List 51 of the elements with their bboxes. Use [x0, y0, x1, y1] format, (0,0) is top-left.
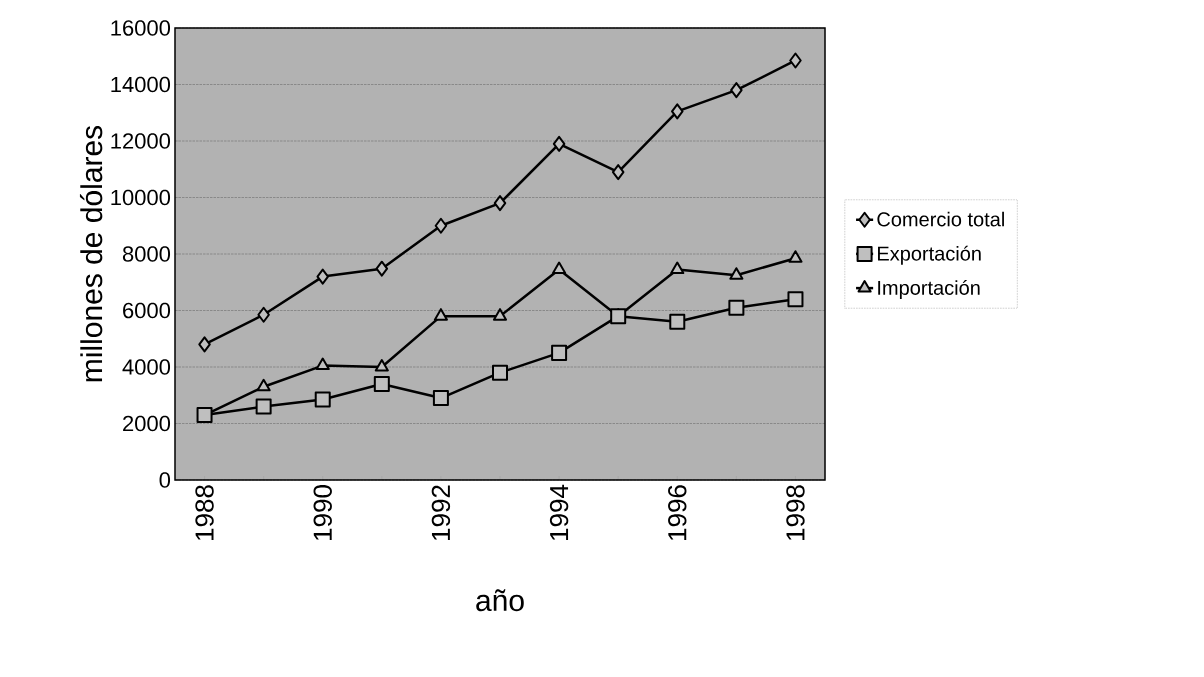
point [610, 308, 627, 325]
point [315, 357, 330, 371]
point [493, 195, 507, 212]
point [373, 375, 390, 392]
point [788, 250, 803, 263]
point [257, 306, 270, 323]
point [255, 398, 272, 415]
point [375, 260, 389, 277]
y-tick-label: 2000 [123, 415, 171, 432]
x-tick-label: 1998 [786, 485, 805, 540]
point [669, 313, 686, 330]
point [432, 390, 449, 407]
point [196, 407, 213, 424]
y-tick-label: 14000 [111, 76, 171, 93]
point [256, 378, 271, 392]
point [492, 308, 508, 321]
point [434, 217, 448, 234]
point [729, 267, 744, 280]
point [728, 299, 745, 316]
point [433, 308, 448, 321]
point [198, 336, 211, 353]
point [671, 103, 684, 120]
y-tick-label: 12000 [111, 133, 171, 149]
point [787, 291, 804, 308]
point [611, 164, 625, 181]
point [552, 261, 567, 275]
y-tick-label: 0 [159, 472, 171, 488]
y-tick-label: 8000 [122, 246, 171, 262]
legend-label: Importación [878, 280, 980, 299]
point [789, 52, 802, 69]
point [552, 135, 566, 152]
y-tick-label: 6000 [123, 302, 171, 319]
x-tick-label: 1992 [431, 485, 451, 540]
x-tick-label: 1988 [195, 485, 214, 540]
legend-label: Exportación [878, 245, 981, 265]
x-tick-label: 1990 [313, 485, 332, 540]
y-axis-title: millones de dólares [79, 125, 103, 382]
point [316, 268, 329, 285]
point [374, 359, 389, 372]
x-axis-title: año [476, 589, 524, 612]
x-tick-label: 1994 [549, 484, 569, 540]
point [551, 344, 568, 361]
y-tick-label: 4000 [122, 359, 171, 375]
point [670, 261, 685, 275]
x-tick-label: 1996 [668, 485, 687, 540]
y-tick-label: 16000 [111, 20, 171, 36]
legend-label: Comercio total [877, 211, 1004, 227]
point [314, 391, 331, 408]
y-tick-label: 10000 [111, 189, 171, 206]
point [492, 364, 508, 381]
point [730, 82, 743, 99]
